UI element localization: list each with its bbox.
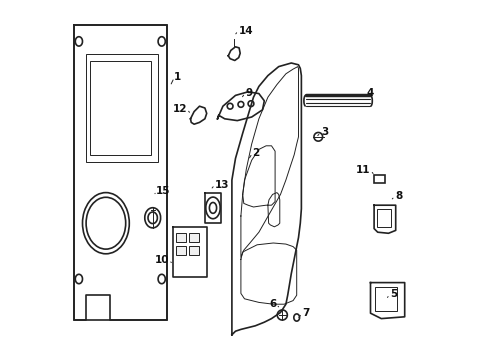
- Text: 2: 2: [252, 148, 259, 158]
- Bar: [176, 233, 186, 242]
- Bar: [89, 61, 151, 155]
- Text: 1: 1: [174, 72, 181, 82]
- Text: 3: 3: [320, 127, 327, 138]
- Text: 7: 7: [302, 308, 309, 318]
- Text: 13: 13: [215, 180, 229, 190]
- Text: 9: 9: [244, 88, 252, 98]
- Bar: [373, 175, 384, 183]
- Text: 8: 8: [394, 191, 402, 201]
- Bar: [73, 25, 167, 320]
- Bar: [86, 54, 158, 162]
- Text: 11: 11: [355, 165, 370, 175]
- Bar: [188, 233, 199, 242]
- Text: 12: 12: [172, 104, 186, 114]
- Text: 10: 10: [154, 255, 168, 265]
- Text: 14: 14: [238, 26, 252, 36]
- Text: 15: 15: [156, 186, 170, 196]
- Text: 5: 5: [389, 289, 396, 300]
- Text: 4: 4: [366, 88, 373, 98]
- Text: 6: 6: [268, 299, 276, 309]
- Bar: [188, 246, 199, 255]
- Bar: [376, 209, 390, 227]
- Bar: [176, 246, 186, 255]
- Bar: [374, 287, 397, 311]
